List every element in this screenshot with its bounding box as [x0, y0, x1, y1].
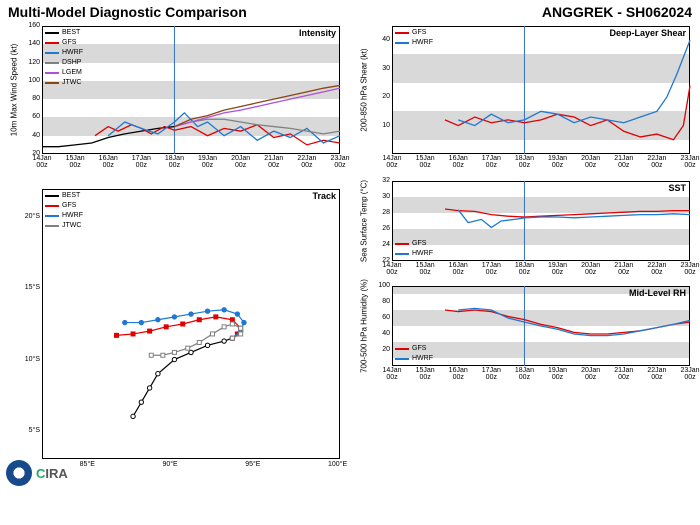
footer: CIRA — [0, 387, 350, 492]
sst-panel: SSTSea Surface Temp (°C)22242628303214Ja… — [350, 177, 700, 282]
legend-label: LGEM — [62, 68, 82, 78]
cira-logo: CIRA — [36, 466, 68, 481]
legend-label: HWRF — [412, 354, 433, 364]
legend: BESTGFSHWRFDSHPLGEMJTWC — [45, 28, 83, 88]
legend-label: GFS — [412, 28, 426, 38]
rh-panel: Mid-Level RH700-500 hPa Humidity (%)2040… — [350, 282, 700, 387]
legend: GFSHWRF — [395, 28, 433, 48]
legend-label: GFS — [412, 344, 426, 354]
main-title: Multi-Model Diagnostic Comparison — [8, 4, 247, 20]
legend-label: HWRF — [62, 48, 83, 58]
legend: BESTGFSHWRFJTWC — [45, 191, 83, 231]
shear-panel: Deep-Layer Shear200-850 hPa Shear (kt)10… — [350, 22, 700, 177]
intensity-panel: Intensity10m Max Wind Speed (kt)20406080… — [0, 22, 350, 177]
legend-label: DSHP — [62, 58, 81, 68]
noaa-logo-icon — [6, 460, 32, 486]
legend: GFSHWRF — [395, 239, 433, 259]
storm-id: ANGGREK - SH062024 — [542, 4, 692, 20]
legend-label: HWRF — [412, 249, 433, 259]
legend-label: BEST — [62, 28, 80, 38]
legend-label: JTWC — [62, 78, 81, 88]
legend: GFSHWRF — [395, 344, 433, 364]
legend-label: GFS — [62, 38, 76, 48]
legend-label: HWRF — [412, 38, 433, 48]
legend-label: GFS — [412, 239, 426, 249]
